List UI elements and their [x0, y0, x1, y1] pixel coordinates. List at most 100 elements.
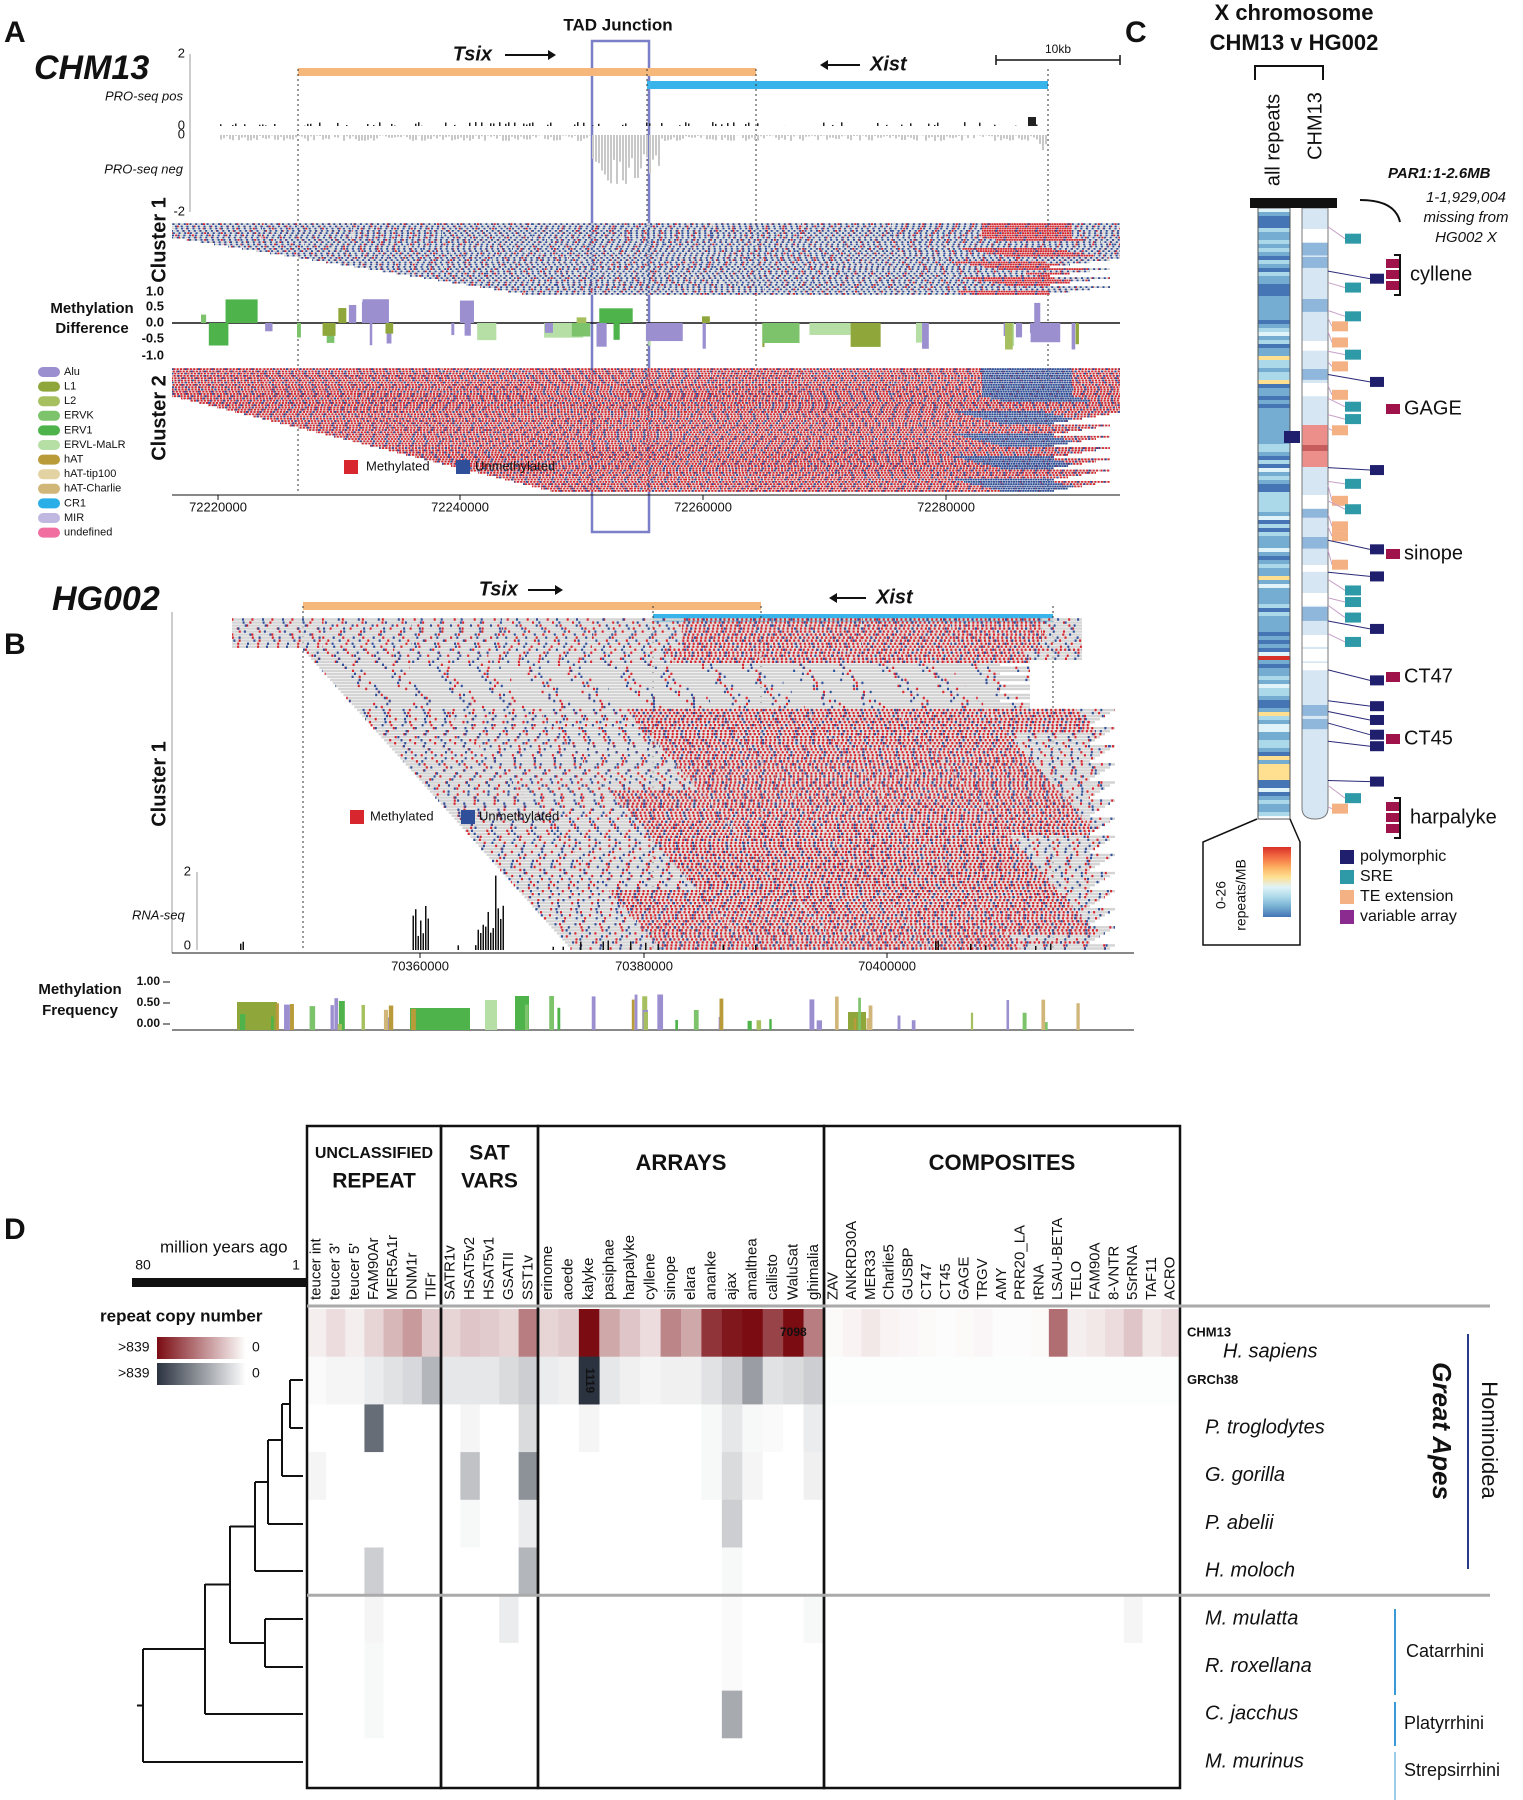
freq-bar — [1006, 1000, 1010, 1030]
heatmap-cell — [1048, 1309, 1068, 1357]
density-band — [1258, 212, 1290, 217]
signal-bar — [934, 135, 936, 141]
annotation-mark — [1345, 478, 1361, 489]
signal-bar — [526, 124, 528, 126]
column-label: cyllene — [641, 1253, 658, 1300]
density-band — [1258, 208, 1290, 213]
heatmap-cell — [383, 1356, 404, 1405]
heatmap-cell — [1161, 1690, 1181, 1739]
density-band — [1258, 440, 1290, 445]
heatmap-cell — [1030, 1404, 1050, 1453]
signal-bar — [310, 135, 312, 137]
heatmap-cell — [578, 1547, 600, 1596]
signal-bar — [595, 135, 597, 162]
signal-bar — [1024, 135, 1026, 140]
locus-mark — [1386, 802, 1400, 811]
heatmap-cell — [1048, 1452, 1068, 1501]
row-label: GRCh38 — [1187, 1372, 1238, 1387]
signal-bar — [859, 135, 861, 141]
heatmap-cell — [721, 1452, 743, 1501]
heatmap-cell — [558, 1499, 580, 1548]
legend-label: hAT — [64, 454, 84, 466]
freq-bar — [970, 1012, 974, 1030]
signal-bar — [994, 124, 996, 126]
heatmap-cell — [1123, 1547, 1143, 1596]
signal-bar — [346, 135, 348, 137]
heatmap-cell — [1123, 1738, 1143, 1787]
legend-label: ERV1 — [64, 424, 93, 436]
legend-swatch — [1340, 850, 1354, 864]
heatmap-cell — [441, 1547, 461, 1596]
heatmap-cell — [701, 1690, 723, 1739]
locus-label: CT45 — [1404, 727, 1453, 749]
signal-bar — [475, 122, 477, 126]
heatmap-cell — [383, 1404, 404, 1453]
heatmap-cell — [364, 1690, 384, 1739]
heatmap-cell — [936, 1738, 956, 1787]
signal-bar — [679, 135, 681, 141]
freq-bar — [309, 1006, 316, 1030]
panel-letter: C — [1125, 16, 1147, 49]
heatmap-cell — [1011, 1309, 1031, 1357]
heatmap-cell — [599, 1547, 621, 1596]
freq-bar — [330, 1005, 334, 1030]
signal-bar — [985, 945, 987, 950]
heatmap-cell — [599, 1309, 621, 1357]
density-band — [1258, 280, 1290, 285]
density-band — [1258, 376, 1290, 381]
heatmap-cell — [326, 1404, 346, 1453]
annotation-mark — [1332, 389, 1348, 400]
density-band — [1258, 644, 1290, 649]
heatmap-cell — [973, 1499, 993, 1548]
density-band — [1258, 520, 1290, 525]
diff-bar — [369, 323, 373, 346]
clade-label: Catarrhini — [1406, 1641, 1484, 1661]
legend-label: polymorphic — [1360, 848, 1446, 865]
signal-bar — [577, 135, 579, 141]
panel-title: X chromosome — [1215, 0, 1374, 25]
group-title: ARRAYS — [636, 1150, 727, 1175]
heatmap-cell — [460, 1547, 481, 1596]
heatmap-cell — [578, 1642, 600, 1691]
freq-bar — [835, 996, 839, 1030]
heatmap-cell — [955, 1452, 975, 1501]
heatmap-cell — [701, 1595, 723, 1644]
signal-bar — [667, 135, 669, 141]
heatmap-cell — [441, 1356, 461, 1405]
density-band — [1258, 240, 1290, 245]
density-band — [1258, 608, 1290, 613]
density-band — [1258, 492, 1290, 497]
heatmap-cell — [518, 1499, 539, 1548]
heatmap-cell — [619, 1595, 641, 1644]
heatmap-cell — [1161, 1309, 1181, 1357]
heatmap-cell — [599, 1595, 621, 1644]
heatmap-cell — [701, 1452, 723, 1501]
heatmap-cell — [936, 1356, 956, 1405]
heatmap-cell — [955, 1595, 975, 1644]
signal-bar — [400, 135, 402, 138]
heatmap-cell — [479, 1690, 500, 1739]
density-band — [1258, 300, 1290, 305]
signal-bar — [415, 123, 417, 126]
heatmap-cell — [402, 1499, 423, 1548]
signal-bar — [562, 135, 564, 136]
heatmap-cell — [936, 1595, 956, 1644]
heatmap-cell — [1123, 1595, 1143, 1644]
signal-bar — [337, 135, 339, 138]
legend-swatch — [38, 483, 60, 494]
legend-label: variable array — [1360, 908, 1457, 925]
signal-bar — [850, 135, 852, 141]
signal-bar — [469, 122, 471, 126]
heatmap-cell — [558, 1404, 580, 1453]
annotation-mark — [1370, 729, 1384, 740]
connector — [1327, 539, 1371, 550]
annotation: HG002 X — [1435, 229, 1498, 246]
heatmap-cell — [479, 1404, 500, 1453]
heatmap-cell — [973, 1642, 993, 1691]
heatmap-cell — [880, 1309, 900, 1357]
heatmap-cell — [936, 1404, 956, 1453]
heatmap-cell — [619, 1642, 641, 1691]
signal-bar — [229, 135, 231, 140]
signal-bar — [928, 135, 930, 138]
diff-bar — [265, 323, 273, 332]
